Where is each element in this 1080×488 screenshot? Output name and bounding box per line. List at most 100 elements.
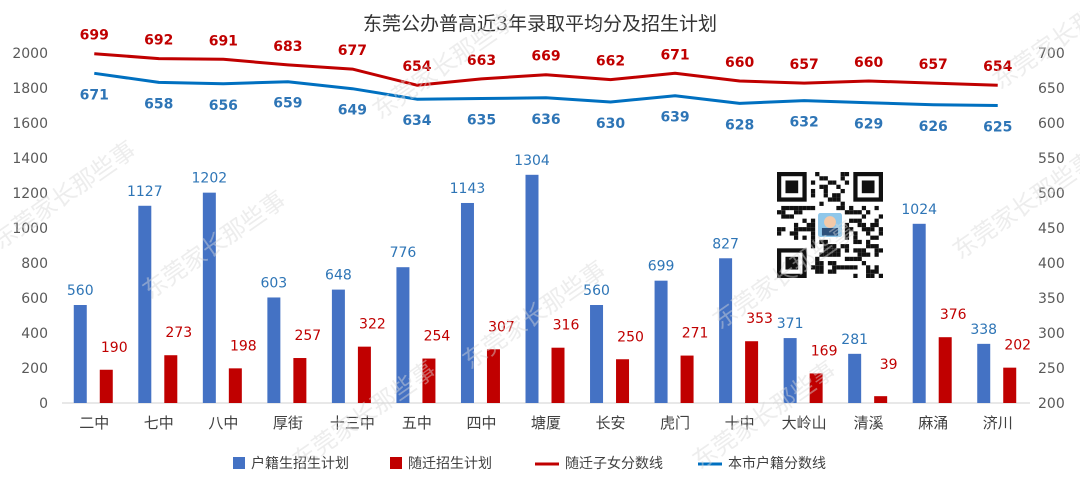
qr-module bbox=[853, 256, 858, 262]
legend-swatch-hukou-plan bbox=[233, 457, 245, 469]
qr-module bbox=[874, 265, 879, 270]
qr-module bbox=[836, 252, 841, 257]
x-tick-label: 五中 bbox=[402, 414, 432, 432]
line-hukou-value-label: 634 bbox=[402, 113, 431, 129]
qr-module bbox=[823, 244, 828, 249]
bar-suiqian-value-label: 190 bbox=[101, 340, 128, 356]
qr-module bbox=[853, 210, 858, 215]
qr-module bbox=[832, 269, 837, 274]
qr-module bbox=[832, 197, 837, 202]
qr-module bbox=[785, 205, 790, 211]
qr-module bbox=[810, 193, 816, 198]
qr-module bbox=[777, 227, 782, 232]
qr-module bbox=[844, 210, 850, 215]
bar-suiqian-plan bbox=[874, 396, 888, 403]
bar-suiqian-plan bbox=[551, 347, 565, 403]
y-left-tick-label: 1000 bbox=[12, 221, 48, 237]
qr-module bbox=[874, 218, 879, 223]
qr-module bbox=[810, 231, 816, 236]
qr-module bbox=[823, 248, 828, 253]
qr-module bbox=[798, 227, 803, 232]
x-tick-label: 塘厦 bbox=[531, 414, 561, 432]
qr-finder-core bbox=[785, 180, 799, 194]
qr-module bbox=[870, 222, 875, 228]
qr-module bbox=[810, 265, 816, 270]
qr-module bbox=[844, 227, 850, 232]
qr-module bbox=[866, 244, 871, 249]
bar-hukou-plan bbox=[396, 267, 410, 403]
qr-module bbox=[870, 227, 875, 232]
qr-module bbox=[793, 235, 799, 240]
x-tick-label: 四中 bbox=[466, 414, 496, 432]
y-left-tick-label: 1800 bbox=[12, 81, 48, 97]
bar-suiqian-plan bbox=[486, 349, 500, 403]
bar-suiqian-plan bbox=[99, 369, 113, 403]
qr-module bbox=[849, 205, 854, 211]
line-suiqian-value-label: 657 bbox=[790, 57, 819, 73]
qr-module bbox=[789, 214, 794, 219]
qr-module bbox=[840, 244, 845, 249]
bar-suiqian-plan bbox=[422, 358, 436, 403]
bar-hukou-plan bbox=[73, 305, 87, 403]
y-right-tick-label: 400 bbox=[1038, 256, 1065, 272]
line-suiqian-value-label: 669 bbox=[531, 49, 560, 65]
qr-module bbox=[789, 205, 794, 211]
qr-module bbox=[781, 205, 786, 211]
qr-module bbox=[857, 218, 862, 223]
qr-module bbox=[827, 197, 833, 202]
qr-module bbox=[840, 205, 845, 211]
qr-module bbox=[806, 227, 811, 232]
bar-suiqian-value-label: 39 bbox=[880, 357, 898, 373]
bar-hukou-plan bbox=[460, 202, 474, 403]
qr-module bbox=[815, 172, 820, 177]
qr-module bbox=[810, 205, 816, 211]
qr-module bbox=[866, 210, 871, 215]
qr-module bbox=[798, 210, 803, 215]
bar-hukou-value-label: 648 bbox=[325, 268, 352, 284]
bar-hukou-value-label: 699 bbox=[648, 259, 675, 275]
y-left-tick-label: 1400 bbox=[12, 151, 48, 167]
data-labels: 560 190 1127 273 1202 198 603 257 648 322 776 254 11… bbox=[67, 28, 1031, 373]
qr-module bbox=[840, 172, 845, 177]
qr-logo-body bbox=[821, 227, 839, 236]
line-suiqian-value-label: 671 bbox=[660, 47, 689, 63]
bar-hukou-plan bbox=[783, 338, 797, 403]
qr-module bbox=[819, 265, 824, 270]
x-tick-label: 厚街 bbox=[273, 414, 303, 432]
bar-suiqian-value-label: 307 bbox=[488, 319, 515, 335]
qr-module bbox=[878, 214, 883, 219]
line-suiqian-value-label: 663 bbox=[467, 53, 496, 69]
qr-module bbox=[840, 265, 845, 270]
qr-module bbox=[866, 239, 871, 245]
bar-suiqian-value-label: 250 bbox=[617, 329, 644, 345]
qr-module bbox=[832, 265, 837, 270]
qr-module bbox=[810, 239, 816, 245]
bar-hukou-value-label: 560 bbox=[67, 283, 94, 299]
qr-module bbox=[861, 222, 867, 228]
qr-module bbox=[866, 273, 871, 278]
qr-module bbox=[802, 227, 807, 232]
qr-module bbox=[874, 244, 879, 249]
bar-hukou-plan bbox=[138, 205, 152, 403]
x-tick-label: 大岭山 bbox=[782, 414, 827, 432]
qr-module bbox=[853, 231, 858, 236]
line-suiqian-value-label: 691 bbox=[209, 33, 238, 49]
qr-module bbox=[827, 261, 833, 266]
bar-suiqian-plan bbox=[293, 358, 307, 403]
qr-module bbox=[878, 248, 883, 253]
qr-module bbox=[810, 222, 816, 228]
bar-suiqian-plan bbox=[357, 346, 371, 403]
qr-module bbox=[844, 265, 850, 270]
qr-module bbox=[798, 205, 803, 211]
line-suiqian-value-label: 654 bbox=[983, 59, 1012, 75]
qr-module bbox=[781, 214, 786, 219]
qr-module bbox=[866, 265, 871, 270]
bar-hukou-plan bbox=[654, 280, 668, 403]
y-left-tick-label: 600 bbox=[21, 291, 48, 307]
line-hukou-value-label: 639 bbox=[660, 110, 689, 126]
legend-label-hukou-score: 本市户籍分数线 bbox=[728, 455, 826, 472]
bar-suiqian-value-label: 353 bbox=[746, 311, 773, 327]
qr-code bbox=[777, 172, 883, 278]
x-tick-label: 济川 bbox=[983, 414, 1013, 432]
